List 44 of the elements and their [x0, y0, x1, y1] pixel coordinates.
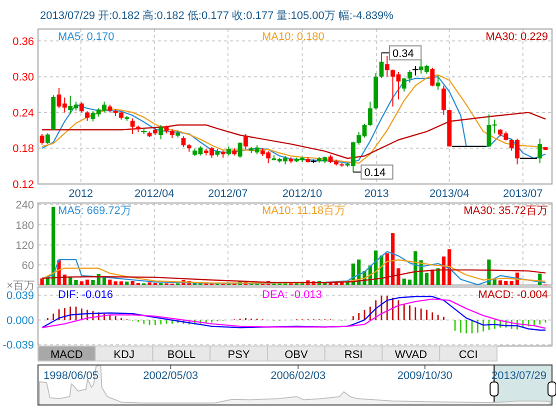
- text: MACD: [50, 349, 83, 361]
- y-tick-label: 60: [22, 260, 34, 272]
- y-tick-label: 0.30: [12, 72, 34, 84]
- annotation: 0.14: [364, 167, 386, 180]
- y-tick-label: 180: [16, 220, 34, 232]
- y-tick-label: 120: [16, 240, 34, 252]
- x-tick-label: 2002/05/03: [143, 370, 198, 382]
- x-tick-label: 2006/02/03: [270, 370, 326, 382]
- text: BOLL: [167, 349, 196, 361]
- text: WVAD: [394, 349, 428, 361]
- y-tick-label: 0.12: [12, 179, 34, 191]
- text: DEA: -0.013: [262, 289, 322, 301]
- y-tick-label: 0.000: [6, 314, 34, 327]
- text: MA30: 35.72百万: [464, 205, 548, 217]
- x-tick-label: 2013: [364, 188, 389, 200]
- text: MA5: 669.72万: [58, 205, 132, 217]
- annotation: 0.34: [392, 48, 414, 60]
- x-tick-label: 2012: [68, 188, 94, 200]
- text: MA5: 0.170: [58, 31, 114, 43]
- text: MA30: 0.229: [486, 31, 548, 43]
- chart-title: 2013/07/29 开:0.182 高:0.182 低:0.177 收:0.177 量:105.00万 幅:-4.839%: [40, 9, 394, 22]
- y-tick-label: -0.039: [2, 340, 34, 352]
- x-tick-label: 2012/10: [282, 188, 322, 200]
- text: RSI: [344, 349, 363, 361]
- x-tick-label: 2009/10/30: [397, 370, 452, 382]
- text: CCI: [458, 349, 478, 361]
- x-tick-label: 2012/07: [208, 188, 248, 200]
- series-label: MACD: -0.004: [478, 289, 548, 301]
- x-tick-label: 2013/04: [429, 188, 470, 200]
- y-axis-title: ×百万: [6, 280, 35, 292]
- x-tick-label: 2012/04: [134, 188, 174, 200]
- x-tick-label: 1998/06/05: [43, 370, 99, 382]
- text: MA10: 11.18百万: [262, 205, 346, 217]
- y-tick-label: 0.18: [12, 143, 34, 156]
- x-tick-label: 2013/07: [503, 188, 543, 200]
- y-tick-label: 0.36: [12, 36, 34, 48]
- series-label: DIF: -0.016: [58, 289, 114, 301]
- text: KDJ: [114, 349, 134, 361]
- y-tick-label: 240: [16, 200, 34, 212]
- text: PSY: [228, 349, 250, 361]
- y-tick-label: 0.039: [6, 290, 34, 302]
- y-tick-label: 0.24: [12, 107, 34, 120]
- text: MA10: 0.180: [262, 31, 324, 43]
- text: OBV: [284, 349, 308, 361]
